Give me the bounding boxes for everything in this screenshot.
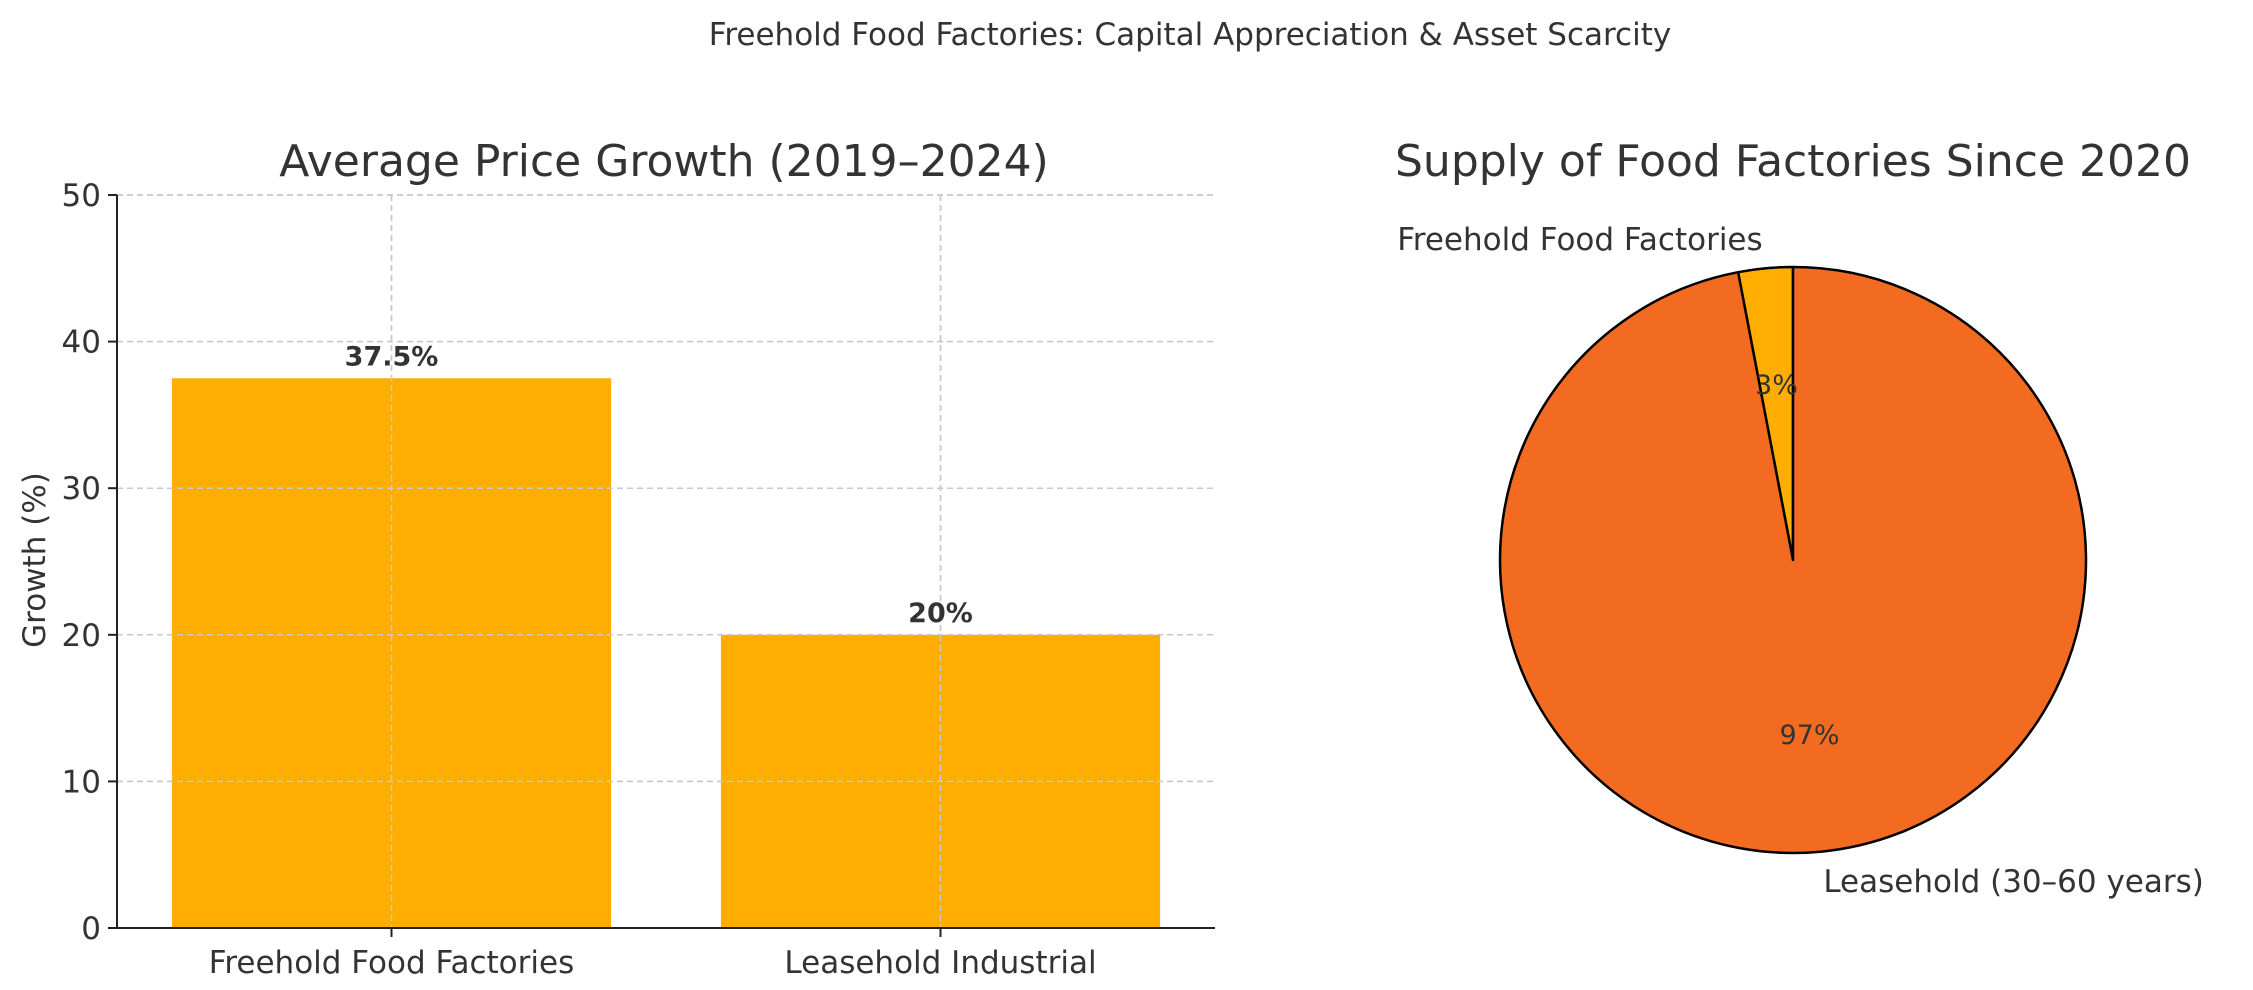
y-tick-label: 40 [62,325,101,361]
bar-chart-y-axis-label: Growth (%) [17,472,53,648]
y-tick-label: 10 [62,764,101,800]
pie-percent-label: 3% [1755,370,1798,401]
y-tick-label: 50 [62,178,101,214]
pie-category-label: Freehold Food Factories [1397,222,1762,258]
bar-chart-value-labels: 37.5% 20% [345,341,973,629]
bar-chart-x-ticks: Freehold Food Factories Leasehold Industr… [209,928,1097,981]
bar-chart-y-ticks: 0 10 20 30 40 50 [62,178,117,947]
bar-value-label: 37.5% [345,341,439,372]
y-tick-label: 30 [62,471,101,507]
bar-chart-title: Average Price Growth (2019–2024) [279,136,1049,187]
pie-chart-slices [1498,265,2088,855]
x-tick-label: Leasehold Industrial [784,945,1096,981]
bar-chart-bars [117,194,1215,928]
bar-chart-axes [116,195,1215,929]
y-tick-label: 20 [62,618,101,654]
figure-suptitle: Freehold Food Factories: Capital Appreci… [709,17,1671,53]
pie-slice [1498,265,2088,855]
x-tick-label: Freehold Food Factories [209,945,574,981]
pie-chart-title: Supply of Food Factories Since 2020 [1395,136,2191,187]
y-tick-label: 0 [81,911,101,947]
bar-chart: Average Price Growth (2019–2024) 37.5% 20… [17,136,1215,981]
pie-chart: Supply of Food Factories Since 2020 3% Fr… [1395,136,2204,900]
bar-value-label: 20% [908,598,973,629]
pie-percent-label: 97% [1780,720,1840,751]
pie-chart-labels: 3% Freehold Food Factories 97% Leasehold (3… [1397,222,2204,900]
pie-category-label: Leasehold (30–60 years) [1823,864,2204,900]
